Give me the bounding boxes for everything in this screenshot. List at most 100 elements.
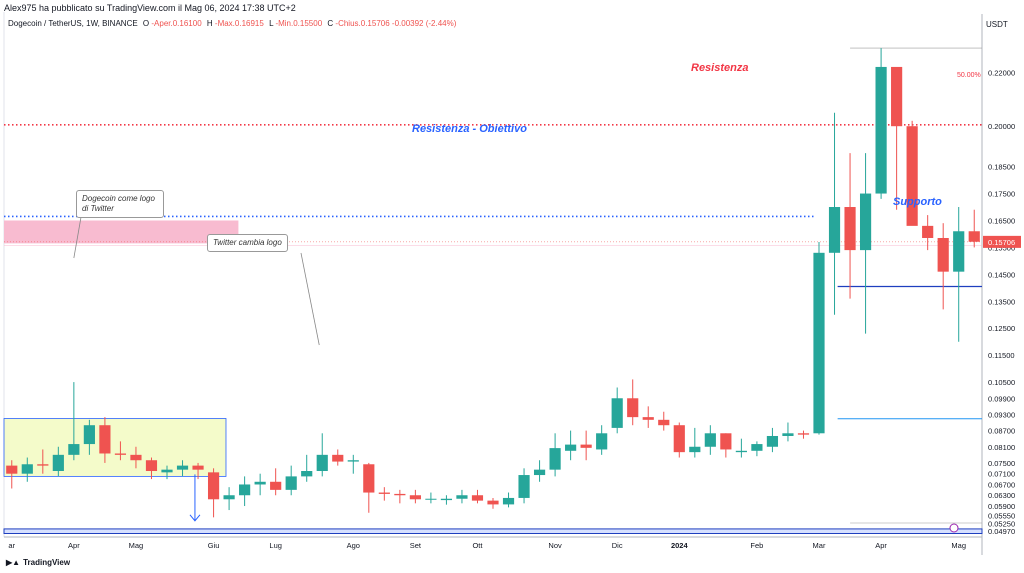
candle-body (596, 433, 608, 450)
candle-body (487, 500, 499, 505)
y-tick-label: 0.06700 (988, 480, 1015, 489)
candle-body (673, 425, 685, 453)
candle-body (906, 126, 918, 226)
x-tick-label: Ago (347, 541, 360, 550)
y-tick-label: 0.17500 (988, 190, 1015, 199)
tradingview-logo-icon: ▶▲ (6, 558, 21, 567)
candle-body (828, 207, 841, 253)
x-tick-label: Giu (208, 541, 220, 550)
candle-body (471, 495, 484, 501)
candle-body (751, 444, 763, 451)
candle-body (425, 498, 437, 500)
candle-body (502, 497, 515, 505)
candle-body (549, 448, 561, 470)
resistance-label: Resistenza (691, 62, 749, 74)
candle-body (937, 237, 949, 272)
candle-body (99, 425, 111, 454)
candle-body (627, 398, 639, 418)
y-tick-label: 0.04970 (988, 527, 1015, 536)
candle-body (533, 469, 546, 476)
candle-body (922, 225, 934, 238)
candle-body (611, 398, 623, 428)
currency-label[interactable]: USDT (986, 20, 1008, 29)
candle-body (891, 66, 903, 127)
candle-body (580, 444, 592, 448)
candle-body (21, 464, 33, 474)
candle-body (161, 469, 173, 473)
callout-dogecoin-logo[interactable]: Dogecoin come logo di Twitter (76, 190, 164, 218)
close-value: -Chius.0.15706 (335, 19, 390, 28)
y-tick-label: 0.13500 (988, 297, 1015, 306)
candle-body (83, 425, 95, 445)
last-price-value: 0.15706 (988, 238, 1015, 247)
brand-label: TradingView (23, 558, 71, 567)
candle-body (254, 481, 266, 485)
event-icon (949, 523, 959, 533)
candle-body (844, 207, 856, 251)
candle-body (875, 66, 887, 194)
candle-body (456, 495, 468, 499)
y-tick-label: 0.10500 (988, 378, 1015, 387)
callout-pointer-2 (300, 252, 320, 346)
candle-body (440, 498, 453, 501)
candle-body (301, 471, 313, 477)
y-tick-label: 0.05900 (988, 502, 1015, 511)
candle-body (363, 464, 375, 493)
low-value: -Min.0.15500 (275, 19, 323, 28)
candle-body (285, 476, 297, 490)
candle-body (953, 231, 965, 272)
candle-body (270, 481, 282, 490)
tradingview-brand[interactable]: ▶▲ TradingView (6, 558, 70, 567)
change-value: -0.00392 (-2.44%) (391, 19, 457, 28)
candle-body (316, 454, 328, 472)
y-tick-label: 0.05550 (988, 511, 1015, 520)
y-tick-label: 0.07500 (988, 459, 1015, 468)
open-label: O (142, 19, 150, 28)
candle-body (145, 460, 158, 472)
candle-body (658, 419, 670, 426)
y-tick-label: 0.09300 (988, 410, 1015, 419)
y-tick-label: 0.12500 (988, 324, 1015, 333)
x-tick-label: ar (8, 541, 15, 550)
candle-body (239, 484, 251, 496)
candle-body (409, 495, 421, 500)
candle-body (797, 433, 810, 435)
bottom-band (3, 528, 983, 534)
candle-body (332, 454, 344, 462)
candle-body (130, 454, 142, 461)
symbol-name: Dogecoin / TetherUS, 1W, BINANCE (8, 19, 138, 28)
candle-body (347, 460, 359, 462)
x-tick-label: Apr (875, 541, 887, 550)
x-tick-label: Feb (750, 541, 763, 550)
y-tick-label: 0.05250 (988, 520, 1015, 529)
candle-body (813, 252, 825, 434)
candle-body (68, 444, 80, 455)
x-tick-label: Mag (951, 541, 966, 550)
x-tick-label: Lug (269, 541, 282, 550)
candle-body (782, 433, 794, 436)
close-label: C (327, 19, 334, 28)
resistance-target-label: Resistenza - Obiettivo (412, 123, 527, 135)
y-tick-label: 0.11500 (988, 351, 1015, 360)
callout-twitter-logo[interactable]: Twitter cambia logo (207, 234, 288, 252)
fib-level-label: 50.00% (957, 72, 981, 79)
y-tick-label: 0.16500 (988, 216, 1015, 225)
resistance-zone (4, 220, 239, 244)
symbol-legend: Dogecoin / TetherUS, 1W, BINANCE O -Aper… (8, 19, 456, 28)
candle-body (766, 435, 779, 447)
x-tick-label: Mar (813, 541, 826, 550)
candle-body (859, 193, 872, 251)
open-value: -Aper.0.16100 (151, 19, 202, 28)
y-tick-label: 0.08700 (988, 427, 1015, 436)
y-tick-label: 0.08100 (988, 443, 1015, 452)
candle-body (394, 493, 406, 496)
x-tick-label: Set (410, 541, 422, 550)
y-tick-label: 0.14500 (988, 270, 1015, 279)
candle-body (518, 475, 530, 498)
last-price-tag (983, 235, 1021, 248)
published-line: Alex975 ha pubblicato su TradingView.com… (4, 3, 296, 13)
candle-body (720, 433, 732, 450)
candle-body (378, 492, 390, 494)
high-label: H (206, 19, 213, 28)
